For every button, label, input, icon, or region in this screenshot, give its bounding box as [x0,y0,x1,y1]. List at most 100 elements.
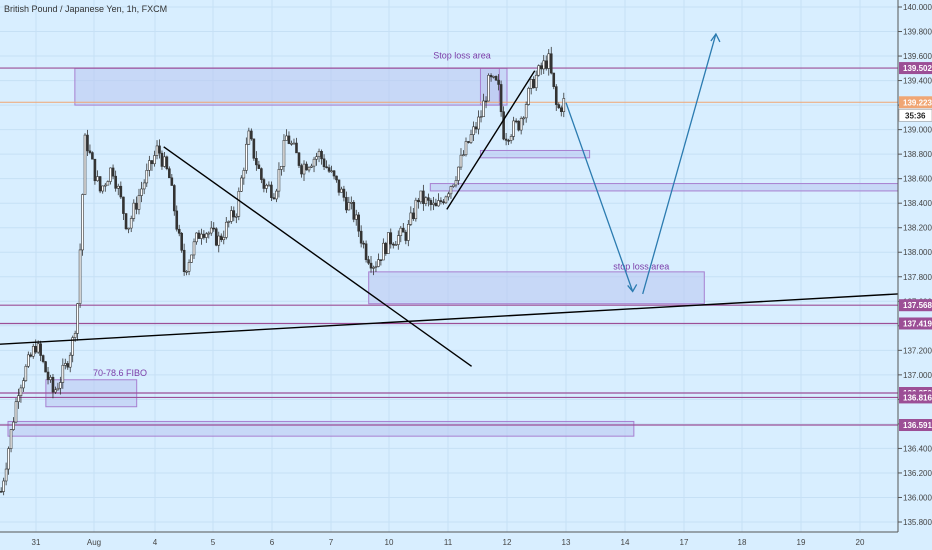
candle-body [142,182,146,190]
candle-body [290,143,293,145]
candle-body [437,200,440,207]
candle-body [537,65,541,76]
candle-body [153,155,156,165]
candle-body [78,249,82,304]
price-tick-label: 140.000 [903,3,932,12]
candle-body [29,354,33,357]
candle-body [527,88,530,105]
candle-body [200,233,203,239]
candle-body [312,158,316,167]
candle-body [59,382,62,389]
candle-body [424,197,428,204]
candle-body [119,185,123,198]
candle-body [547,53,551,69]
candle-body [56,387,60,391]
candle-body [195,232,198,243]
candle-body [229,210,233,222]
candle-body [382,242,385,261]
candle-body [4,468,8,482]
candle-body [197,232,201,239]
candle-body [345,197,348,211]
candle-body [442,201,445,204]
time-tick-label: 14 [621,538,630,547]
candle-body [170,177,174,186]
candle-body [504,138,508,141]
candle-body [34,346,38,353]
candle-body [325,166,328,169]
price-tick-label: 136.400 [903,444,932,453]
candle-body [327,167,331,172]
candle-body [459,154,463,168]
candle-body [202,233,206,238]
candle-body [212,227,216,230]
candle-body [14,401,18,423]
price-tag-label: 139.223 [903,98,932,107]
time-tick-label: 7 [329,538,334,547]
candle-body [482,100,485,117]
candle-body [454,180,458,186]
candle-body [320,150,323,160]
candle-body [439,200,443,202]
down-arrowhead [627,284,638,293]
stop-loss-zone-bottom [368,271,705,305]
candle-body [46,371,50,380]
candle-body [432,202,435,205]
candle-body [552,72,556,87]
candle-body [404,231,408,241]
candle-body [417,199,420,203]
candle-body [262,179,266,189]
candle-body [386,232,390,254]
candle-body [137,195,141,210]
time-tick-label: 19 [797,538,806,547]
candle-body [39,343,42,356]
price-tick-label: 139.400 [903,77,932,86]
candle-body [384,242,388,254]
candle-body [172,185,176,212]
candle-body [335,175,338,181]
candle-body [22,380,25,389]
candle-body [352,202,356,220]
candle-body [219,235,223,241]
time-tick-label: 20 [856,538,865,547]
candle-body [287,135,291,144]
candle-body [497,79,500,85]
candle-body [469,134,473,143]
price-axis-panel[interactable] [898,0,932,550]
candle-body [0,491,3,493]
time-tick-label: 11 [444,538,453,547]
candle-body [63,363,67,366]
price-tag-label: 136.591 [903,421,932,430]
candle-body [347,202,351,211]
chart-grid [0,0,898,532]
time-tick-label: 12 [503,538,512,547]
candle-body [292,142,296,145]
candle-body [252,138,256,159]
candle-body [509,136,513,141]
long-trendline [0,293,899,345]
candle-body [68,354,72,368]
candle-body [357,214,360,232]
price-tick-label: 137.200 [903,346,932,355]
candle-body [19,387,23,397]
time-tick-label: 17 [680,538,689,547]
candle-body [237,191,241,217]
candle-body [447,193,450,198]
price-tick-label: 135.800 [903,518,932,527]
candle-body [472,126,475,135]
stop-loss-zone-top [74,67,508,106]
candle-body [342,188,346,198]
price-tag-bg [899,62,932,75]
candle-body [295,142,298,154]
price-tick-label: 138.600 [903,175,932,184]
candle-body [522,117,525,120]
candle-body [224,221,228,238]
candle-body [372,267,375,269]
price-tag-bg [899,419,932,432]
time-axis-panel[interactable] [0,532,932,550]
candle-body [101,185,104,192]
candle-body [73,333,77,338]
time-tick-label: 31 [32,538,41,547]
